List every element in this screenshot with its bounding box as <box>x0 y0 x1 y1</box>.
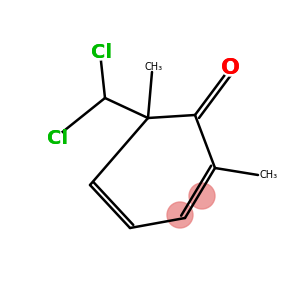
Circle shape <box>167 202 193 228</box>
Circle shape <box>92 44 108 60</box>
Text: CH₃: CH₃ <box>260 170 278 180</box>
Text: Cl: Cl <box>46 128 68 148</box>
Text: Cl: Cl <box>92 43 112 61</box>
Text: Cl: Cl <box>92 43 112 61</box>
Text: CH₃: CH₃ <box>145 62 163 72</box>
Circle shape <box>189 183 215 209</box>
Text: O: O <box>220 58 239 78</box>
Text: O: O <box>220 58 239 78</box>
Circle shape <box>222 60 238 76</box>
Circle shape <box>47 130 63 146</box>
Text: Cl: Cl <box>46 128 68 148</box>
